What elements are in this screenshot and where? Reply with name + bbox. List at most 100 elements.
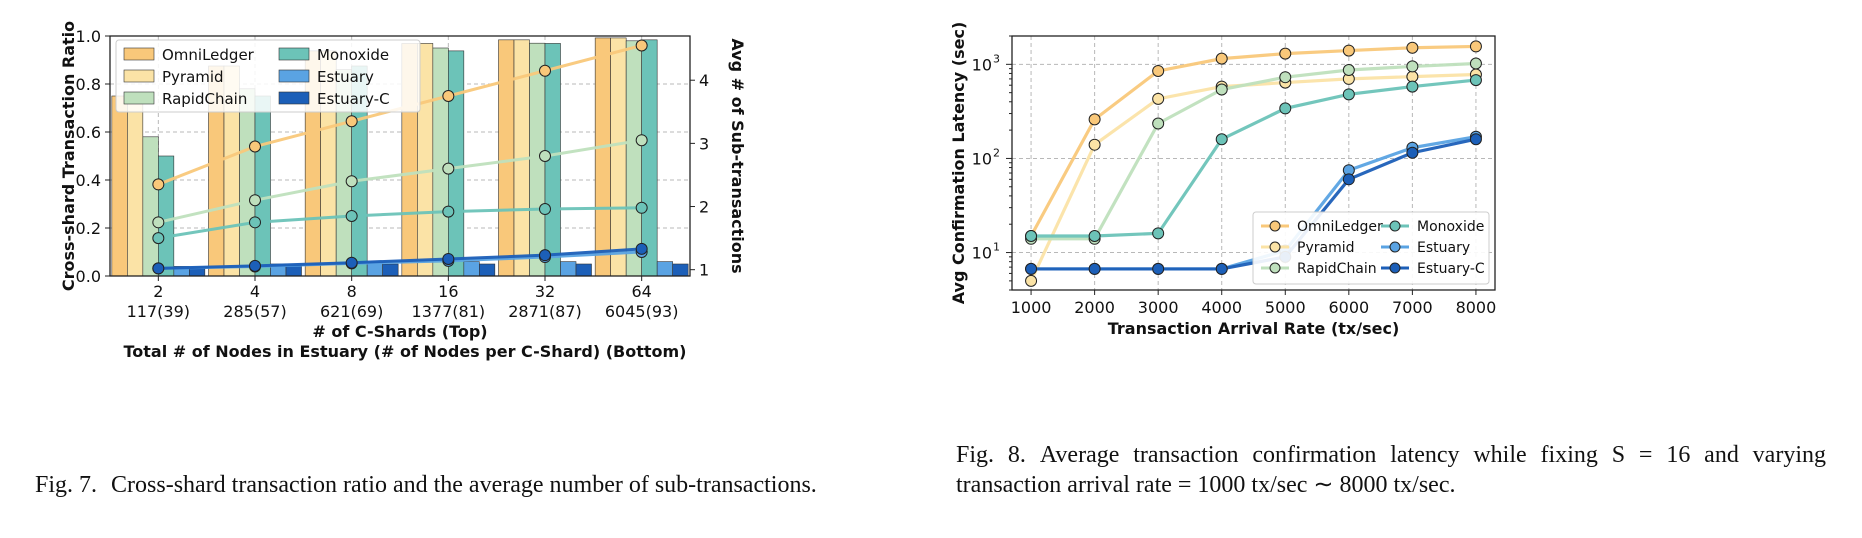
legend-swatch-pyramid xyxy=(123,69,155,83)
y-tick-label: 10 xyxy=(972,244,992,263)
point-omniledger xyxy=(539,64,551,77)
x-axis-label: # of C-Shards (Top) xyxy=(312,322,487,341)
point-monoxide xyxy=(539,203,551,216)
point-rapidchain xyxy=(1279,71,1292,84)
point-monoxide xyxy=(1342,88,1355,101)
point-pyramid xyxy=(1088,138,1101,151)
x-tick-label: 4 xyxy=(250,282,260,301)
bar-estuary-c xyxy=(672,263,689,277)
bar-rapidchain xyxy=(432,47,449,277)
point-monoxide xyxy=(1279,102,1292,115)
line-monoxide xyxy=(1031,78,1477,238)
y-tick-exponent: 2 xyxy=(993,146,1000,159)
point-pyramid xyxy=(1152,92,1165,105)
point-monoxide xyxy=(249,216,261,229)
point-rapidchain xyxy=(249,194,261,207)
legend: OmniLedger Pyramid RapidChain Monoxide Estua… xyxy=(115,39,421,113)
legend-marker-pyramid xyxy=(1269,241,1281,253)
bar-monoxide xyxy=(254,95,271,277)
x-tick-label: 7000 xyxy=(1392,298,1433,317)
x-tick-label: 3000 xyxy=(1138,298,1179,317)
point-pyramid xyxy=(1406,70,1419,83)
bar-omniledger xyxy=(111,95,128,277)
x-tick-sublabel: 1377(81) xyxy=(412,302,486,321)
bar-estuary xyxy=(656,261,673,277)
x-tick-label: 4000 xyxy=(1201,298,1242,317)
legend-label-estuary: Estuary xyxy=(1417,240,1470,256)
point-rapidchain xyxy=(1342,64,1355,77)
x-tick-label: 32 xyxy=(535,282,555,301)
line-rapidchain xyxy=(1031,61,1477,241)
bar-omniledger xyxy=(594,37,611,277)
point-rapidchain xyxy=(345,175,358,188)
point-estuary-c xyxy=(152,262,165,275)
line-omniledger xyxy=(1029,44,1476,237)
point-omniledger xyxy=(345,115,358,128)
y-tick-label: 10 xyxy=(972,55,992,74)
legend-swatch-estuary xyxy=(278,69,310,83)
x-tick-label: 64 xyxy=(631,282,651,301)
figure-8-caption-text: Average transaction confirmation latency… xyxy=(956,442,1826,498)
x-tick-label: 2000 xyxy=(1074,298,1115,317)
legend-swatch-omniledger xyxy=(123,47,155,61)
figure-7: 0.0 0.2 0.4 0.6 0.8 1.0 1 2 3 4 2 117(39) 4 285(57) 8 6… xyxy=(35,21,817,498)
x-tick-sublabel: 621(69) xyxy=(320,302,383,321)
legend-marker-omniledger xyxy=(1269,220,1281,232)
x-tick-sublabel: 117(39) xyxy=(127,302,190,321)
legend-marker-monoxide xyxy=(1389,220,1401,232)
legend-label-estuary: Estuary xyxy=(317,68,374,86)
point-omniledger xyxy=(635,39,648,52)
legend-label-pyramid: Pyramid xyxy=(162,68,224,86)
bar-estuary xyxy=(366,262,383,277)
legend: OmniLedger Pyramid RapidChain Monoxide Estua… xyxy=(1252,211,1490,285)
point-rapidchain xyxy=(1406,60,1419,73)
legend-label-rapidchain: RapidChain xyxy=(1297,261,1377,277)
point-monoxide xyxy=(345,210,358,222)
bar-line-chart: 0.00.20.40.60.81.012342117(39)4285(57)86… xyxy=(59,21,747,361)
legend-label-pyramid: Pyramid xyxy=(1297,240,1354,256)
y2-axis-label: Avg # of Sub-transactions xyxy=(728,38,747,273)
point-estuary-c xyxy=(442,252,455,265)
y-tick-label: 0.6 xyxy=(76,123,101,142)
point-estuary-c xyxy=(345,256,358,269)
point-rapidchain xyxy=(635,134,648,147)
point-estuary-c xyxy=(1215,262,1228,275)
bar-pyramid xyxy=(127,95,144,277)
bar-pyramid xyxy=(610,37,627,277)
x-tick-label: 2 xyxy=(153,282,163,301)
point-monoxide xyxy=(442,205,455,218)
legend-marker-estuary-c xyxy=(1389,262,1401,274)
y2-tick-label: 4 xyxy=(699,71,709,90)
point-monoxide xyxy=(1406,80,1419,93)
legend-label-estuary-c: Estuary-C xyxy=(1417,261,1485,277)
line-monoxide xyxy=(158,206,642,240)
legend-marker-rapidchain xyxy=(1269,262,1281,274)
point-estuary-c xyxy=(1152,262,1165,275)
point-omniledger xyxy=(152,178,165,191)
legend-label-rapidchain: RapidChain xyxy=(162,90,247,108)
legend-marker-estuary xyxy=(1389,241,1401,253)
y2-tick-label: 3 xyxy=(699,134,709,153)
point-monoxide xyxy=(635,201,648,214)
x-tick-label: 6000 xyxy=(1328,298,1369,317)
point-omniledger xyxy=(1342,44,1355,57)
y-tick-label: 0.0 xyxy=(76,267,101,286)
point-omniledger xyxy=(442,90,455,102)
x-tick-sublabel: 6045(93) xyxy=(605,302,679,321)
point-monoxide xyxy=(1152,227,1165,240)
y2-tick-label: 1 xyxy=(699,261,709,280)
x-tick-label: 8 xyxy=(347,282,357,301)
legend-label-omniledger: OmniLedger xyxy=(1297,219,1383,235)
plot-frame xyxy=(109,35,691,277)
point-estuary-c xyxy=(1342,173,1355,186)
bar-omniledger xyxy=(498,39,515,277)
point-omniledger xyxy=(249,140,261,153)
legend-label-omniledger: OmniLedger xyxy=(162,46,255,64)
legend-swatch-estuary-c xyxy=(278,91,310,105)
x-tick-label: 16 xyxy=(438,282,458,301)
y-tick-label: 1.0 xyxy=(76,27,101,46)
line-estuary-c xyxy=(158,247,642,270)
bar-monoxide xyxy=(641,39,658,277)
legend-swatch-rapidchain xyxy=(123,91,155,105)
